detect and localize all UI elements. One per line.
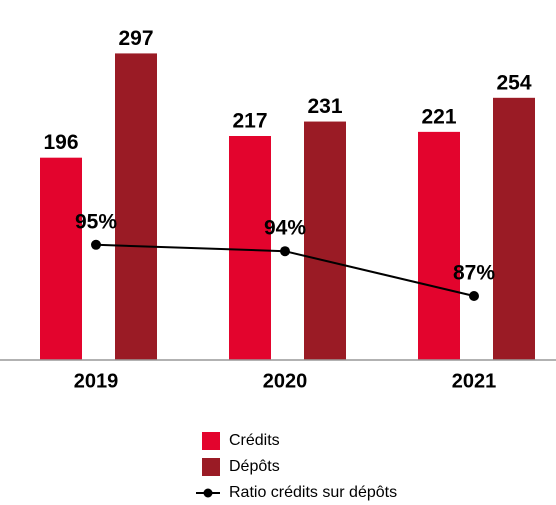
ratio-point xyxy=(91,239,101,250)
x-tick-label: 2020 xyxy=(263,370,308,392)
bar xyxy=(229,136,271,360)
legend-swatch xyxy=(202,432,220,450)
ratio-point xyxy=(469,291,479,301)
value-label: 217 xyxy=(232,110,267,133)
bar xyxy=(115,53,157,361)
legend-swatch xyxy=(202,458,220,476)
legend-marker xyxy=(203,488,213,498)
legend-label: Crédits xyxy=(229,432,280,449)
value-label: 297 xyxy=(118,27,153,50)
value-label: 221 xyxy=(421,105,456,128)
ratio-point xyxy=(280,246,290,257)
x-tick-label: 2021 xyxy=(452,370,497,392)
bar xyxy=(493,97,535,360)
legend-label: Dépôts xyxy=(229,458,280,475)
value-label: 94% xyxy=(264,217,306,240)
value-label: 231 xyxy=(307,95,342,118)
value-label: 196 xyxy=(43,131,78,154)
value-label: 95% xyxy=(75,210,117,233)
bar xyxy=(304,121,346,360)
value-label: 87% xyxy=(453,262,495,285)
x-tick-label: 2019 xyxy=(74,370,119,392)
value-label: 254 xyxy=(496,71,531,94)
bar xyxy=(40,157,82,360)
legend-label: Ratio crédits sur dépôts xyxy=(229,484,397,501)
bar xyxy=(418,131,460,360)
